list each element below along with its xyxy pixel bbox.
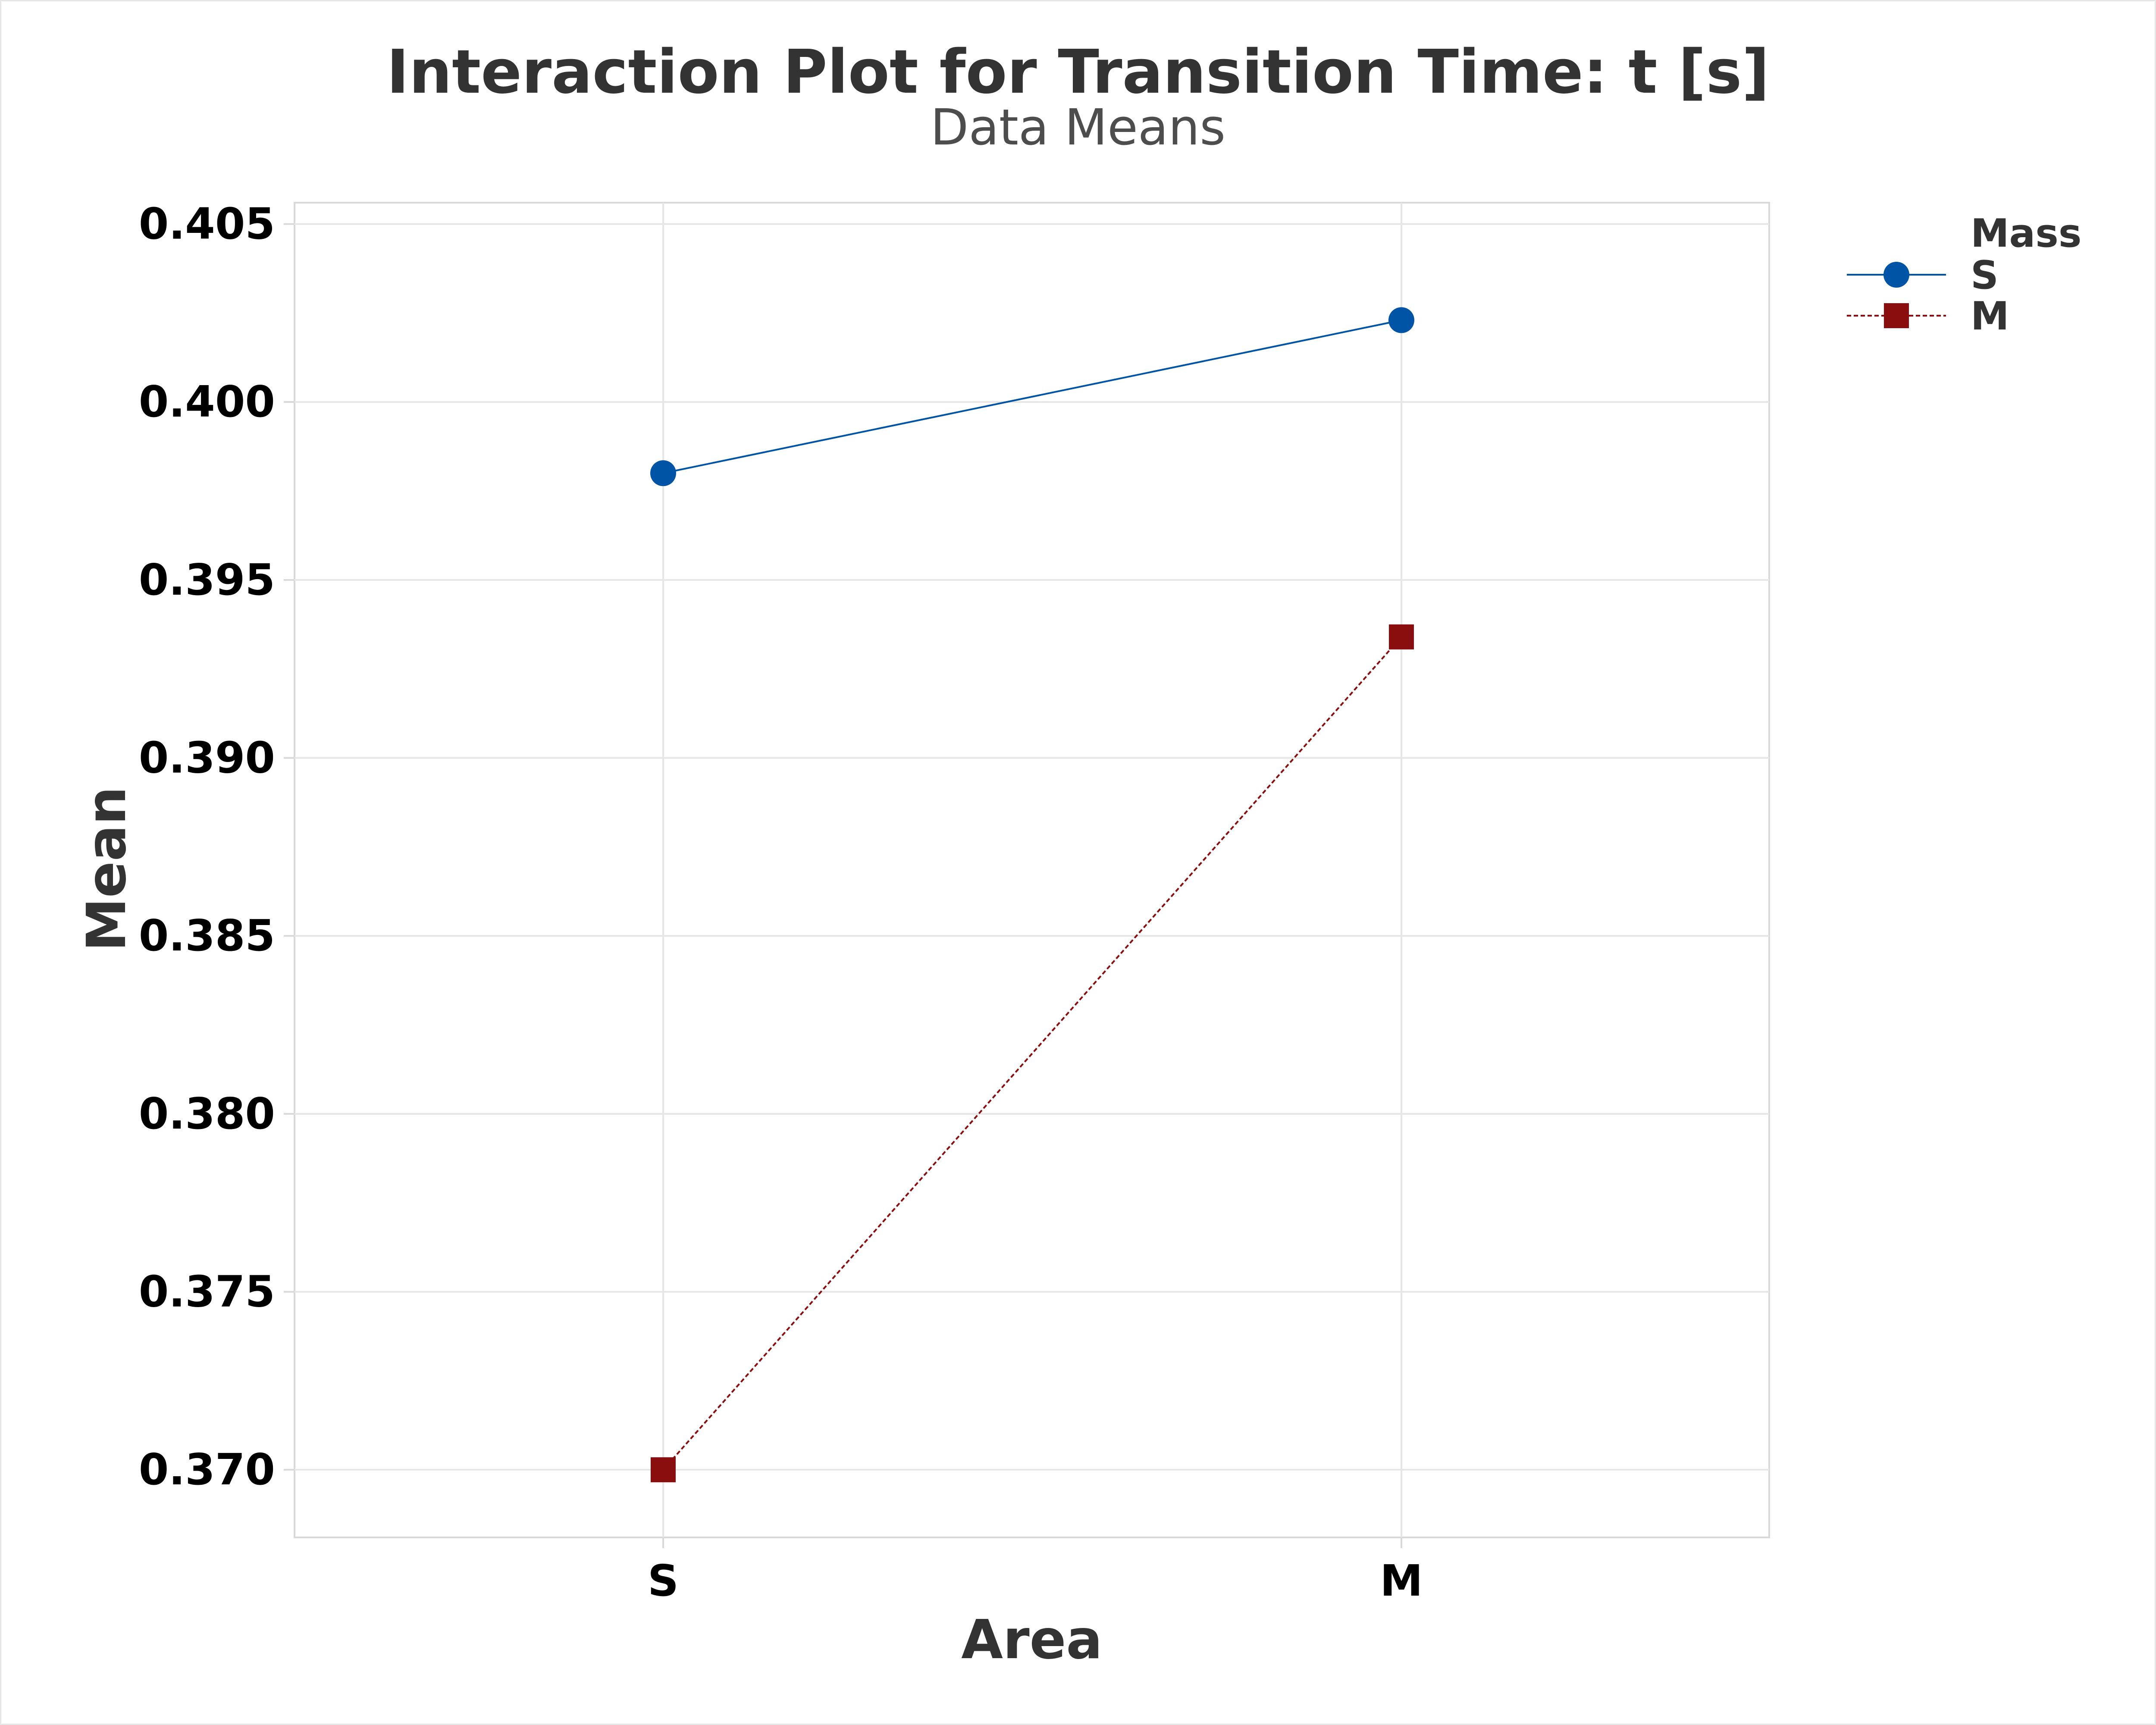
legend-label: M (1971, 294, 2009, 339)
series-markers (650, 307, 1414, 1483)
y-tick-label: 0.405 (139, 199, 275, 249)
y-tick-labels: 0.370 0.375 0.380 0.385 0.390 0.395 0.400 0.405 (139, 199, 275, 1495)
legend: Mass SM (1847, 211, 2081, 339)
y-tick-label: 0.375 (139, 1267, 275, 1317)
chart-subtitle: Data Means (931, 99, 1225, 157)
y-tick-label: 0.390 (139, 733, 275, 783)
x-tick-label: M (1380, 1556, 1423, 1606)
legend-label: S (1971, 253, 1999, 298)
data-point (650, 460, 676, 486)
y-tick-label: 0.395 (139, 555, 275, 605)
legend-title: Mass (1971, 211, 2081, 256)
series-line-m (662, 636, 1402, 1471)
y-axis-label: Mean (75, 787, 138, 952)
y-tick-label: 0.385 (139, 910, 275, 961)
y-tick-label: 0.370 (139, 1444, 275, 1495)
y-gridlines (284, 223, 1769, 1471)
y-tick-label: 0.380 (139, 1088, 275, 1139)
data-point (651, 1457, 676, 1483)
series-line-s (663, 319, 1402, 474)
data-point (1389, 624, 1414, 649)
legend-marker (1883, 262, 1909, 288)
data-point (1388, 307, 1414, 333)
x-axis-label: Area (961, 1609, 1103, 1671)
legend-marker (1884, 303, 1909, 328)
x-tick-label: S (648, 1556, 679, 1606)
x-gridlines (662, 203, 1402, 1548)
plot-area (294, 202, 1770, 1538)
series-lines (662, 319, 1402, 1471)
chart-title: Interaction Plot for Transition Time: t … (386, 37, 1769, 107)
y-tick-label: 0.400 (139, 376, 275, 427)
